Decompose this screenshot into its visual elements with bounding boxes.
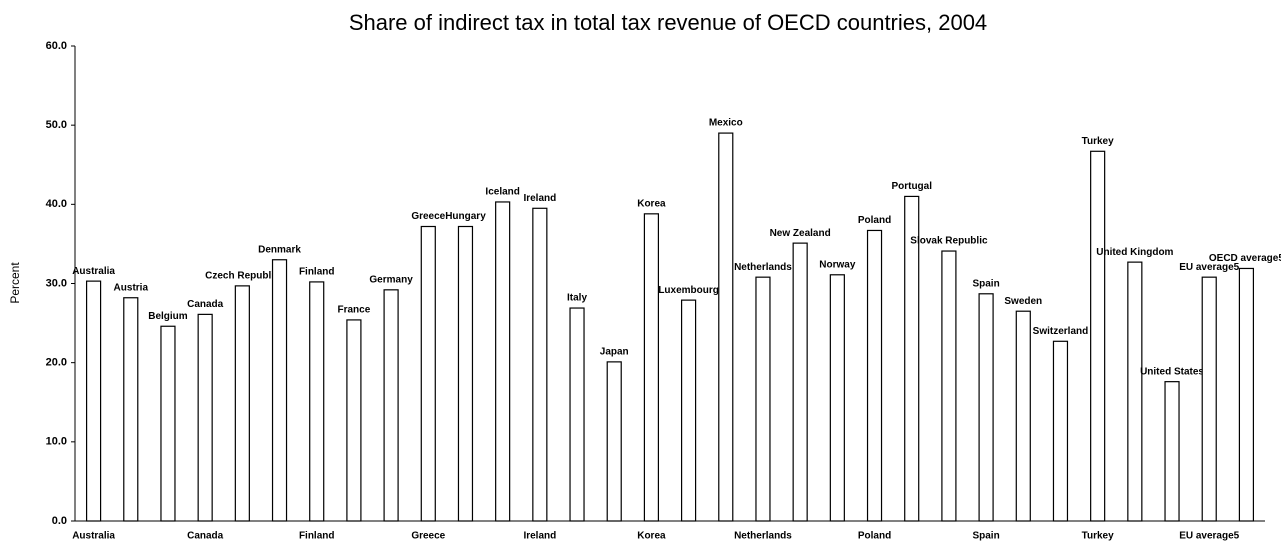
y-tick-label: 50.0 xyxy=(46,119,67,131)
bar xyxy=(606,361,622,522)
x-tick-label: Ireland xyxy=(523,531,556,542)
bar-label: Japan xyxy=(600,347,629,358)
bar xyxy=(792,242,808,522)
bar-label: Slovak Republic xyxy=(910,236,988,247)
bar-label: United Kingdom xyxy=(1096,247,1173,258)
bar-label: United States xyxy=(1140,366,1204,377)
x-tick-label: Greece xyxy=(411,531,445,542)
bar xyxy=(160,325,176,522)
y-tick-label: 0.0 xyxy=(52,515,67,527)
bar xyxy=(85,280,102,522)
bar-label: Australia xyxy=(72,266,115,277)
bar xyxy=(680,299,697,522)
x-tick-label: Netherlands xyxy=(734,531,792,542)
bar-label: Denmark xyxy=(258,244,301,255)
bar-label: New Zealand xyxy=(770,228,831,239)
bar xyxy=(271,259,288,522)
bar-label: Luxembourg xyxy=(658,285,719,296)
x-tick-label: Australia xyxy=(72,531,115,542)
bar-label: Germany xyxy=(369,274,413,285)
x-tick-label: Turkey xyxy=(1082,531,1114,542)
bar xyxy=(309,281,325,522)
bar xyxy=(420,225,436,522)
y-tick-label: 60.0 xyxy=(46,40,67,52)
bar-label: EU average5 xyxy=(1179,262,1239,273)
y-tick-label: 30.0 xyxy=(46,277,67,289)
bar-label: Italy xyxy=(567,293,587,304)
x-tick-label: Korea xyxy=(637,531,666,542)
bar-label: Iceland xyxy=(485,187,519,198)
bar xyxy=(1127,261,1143,522)
y-tick-label: 40.0 xyxy=(46,198,67,210)
bar-label: Austria xyxy=(114,282,149,293)
bar-label: Korea xyxy=(637,198,666,209)
bar xyxy=(718,132,734,522)
y-tick-label: 20.0 xyxy=(46,357,67,369)
bar xyxy=(1201,276,1217,522)
bar-label: Greece xyxy=(411,211,445,222)
bar xyxy=(866,229,883,522)
bar-label: Hungary xyxy=(445,211,486,222)
bar xyxy=(829,274,845,522)
bar-label: Finland xyxy=(299,267,335,278)
bar-label: Spain xyxy=(972,278,999,289)
bar-label: Turkey xyxy=(1082,136,1114,147)
x-tick-label: Spain xyxy=(972,531,999,542)
bar xyxy=(1238,267,1255,522)
bar-label: Norway xyxy=(819,259,856,270)
bar xyxy=(755,276,771,522)
bar xyxy=(234,285,250,522)
bar xyxy=(123,297,139,522)
bar xyxy=(532,207,548,522)
bar-label: Netherlands xyxy=(734,262,792,273)
bar xyxy=(457,225,474,522)
bar xyxy=(197,313,213,522)
bar xyxy=(1090,150,1106,522)
x-tick-label: Finland xyxy=(299,531,335,542)
bar xyxy=(569,307,585,522)
x-tick-label: Poland xyxy=(858,531,891,542)
bar-label: Poland xyxy=(858,215,891,226)
bar-label: Belgium xyxy=(148,311,188,322)
bar xyxy=(904,195,920,522)
bar xyxy=(495,201,511,522)
bar-label: Ireland xyxy=(523,193,556,204)
bar xyxy=(346,319,362,522)
bar xyxy=(1164,381,1180,522)
bar-label: Portugal xyxy=(891,181,932,192)
x-tick-label: Canada xyxy=(187,531,224,542)
bar xyxy=(978,293,994,522)
bar-label: Sweden xyxy=(1004,296,1042,307)
bar xyxy=(1052,340,1069,522)
bar-label: Czech Republic xyxy=(205,271,280,282)
bar xyxy=(383,289,399,522)
bar-label: OECD average5 xyxy=(1209,253,1281,264)
y-axis-label: Percent xyxy=(8,262,22,304)
bar-label: Switzerland xyxy=(1033,326,1089,337)
chart-title: Share of indirect tax in total tax reven… xyxy=(349,10,987,35)
bar xyxy=(643,213,660,522)
bar-label: Mexico xyxy=(709,118,743,129)
y-tick-label: 10.0 xyxy=(46,436,67,448)
bar xyxy=(941,250,957,522)
bar xyxy=(1015,310,1031,522)
x-tick-label: EU average5 xyxy=(1179,531,1239,542)
bar-label: France xyxy=(338,305,371,316)
bar-label: Canada xyxy=(187,299,224,310)
